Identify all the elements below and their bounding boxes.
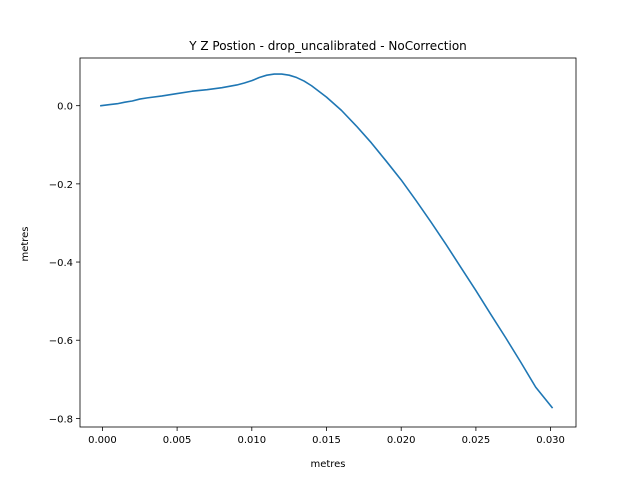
x-axis-label: metres bbox=[310, 459, 345, 470]
x-tick-label: 0.015 bbox=[312, 435, 341, 446]
plot-area: 0.000 0.005 0.010 0.015 0.020 0.025 0.030 0.0 −0… bbox=[49, 57, 577, 446]
series-line-0 bbox=[100, 73, 554, 409]
x-tick-label: 0.010 bbox=[237, 435, 266, 446]
x-tick-label: 0.025 bbox=[462, 435, 491, 446]
y-tick-label: −0.2 bbox=[49, 180, 73, 191]
y-tick-label: −0.4 bbox=[49, 258, 73, 269]
y-tick-label: −0.6 bbox=[49, 336, 73, 347]
axes-frame bbox=[79, 57, 577, 428]
x-tick-label: 0.020 bbox=[387, 435, 416, 446]
y-tick-label: −0.8 bbox=[49, 414, 73, 425]
chart-title: Y Z Postion - drop_uncalibrated - NoCorr… bbox=[188, 39, 467, 53]
x-tick-label: 0.005 bbox=[163, 435, 192, 446]
y-tick-label: 0.0 bbox=[57, 102, 73, 113]
y-axis-label: metres bbox=[20, 226, 31, 261]
x-tick-label: 0.030 bbox=[536, 435, 565, 446]
x-tick-label: 0.000 bbox=[88, 435, 117, 446]
